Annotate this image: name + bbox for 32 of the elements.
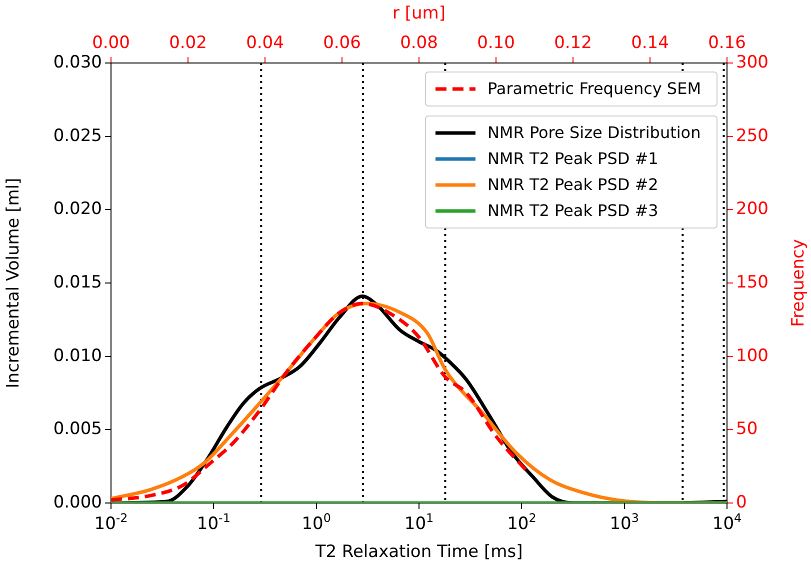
y-tick-label: 0.000 [53,492,102,512]
y2-tick-label: 250 [736,126,768,146]
y2-tick-label: 200 [736,199,768,220]
y2-axis-title: Frequency [788,239,808,327]
x2-axis-title: r [um] [392,4,446,24]
legend-label: NMR T2 Peak PSD #2 [487,175,658,194]
x2-tick-label: 0.06 [323,33,361,54]
x2-tick-label: 0.02 [169,33,207,54]
legend-label: Parametric Frequency SEM [487,79,702,98]
x-axis-title: T2 Relaxation Time [ms] [314,542,523,562]
y-tick-label: 0.020 [53,199,102,220]
x2-tick-label: 0.16 [708,33,746,54]
x2-tick-label: 0.04 [246,33,284,54]
y-tick-label: 0.015 [53,272,102,292]
y-axis-title: Incremental Volume [ml] [4,178,24,388]
legend-label: NMR Pore Size Distribution [487,123,701,142]
y2-tick-label: 150 [736,272,768,292]
y2-tick-label: 300 [736,52,768,72]
y-tick-label: 0.030 [53,52,102,72]
legend-label: NMR T2 Peak PSD #3 [487,201,658,220]
y-tick-label: 0.010 [53,346,102,366]
x2-tick-label: 0.12 [554,33,592,54]
y2-tick-label: 100 [736,346,768,366]
x2-tick-label: 0.10 [477,33,515,54]
x2-tick-label: 0.00 [92,33,130,54]
y-tick-label: 0.005 [53,419,102,440]
y2-tick-label: 0 [736,492,747,512]
x2-tick-label: 0.08 [400,33,438,54]
x2-tick-label: 0.14 [631,33,669,54]
legend-label: NMR T2 Peak PSD #1 [487,149,658,168]
y2-tick-label: 50 [736,419,758,440]
y-tick-label: 0.025 [53,126,102,146]
